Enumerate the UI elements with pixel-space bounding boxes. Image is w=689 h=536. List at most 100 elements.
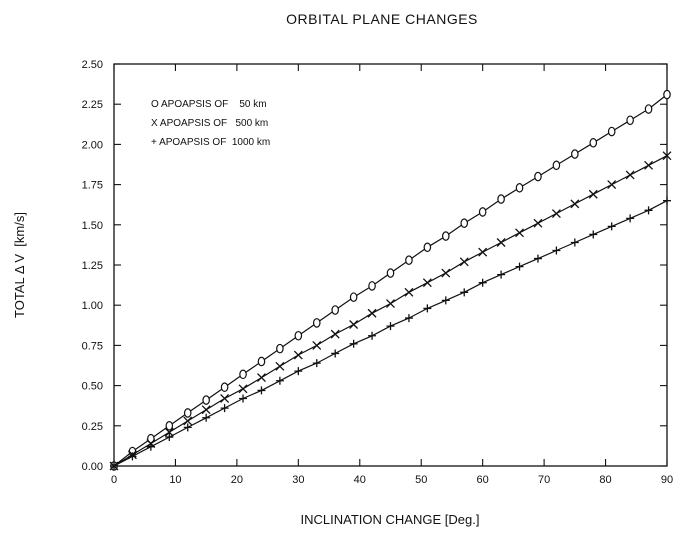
data-point xyxy=(146,442,155,451)
data-point xyxy=(257,373,266,383)
data-point xyxy=(460,288,469,297)
data-point xyxy=(423,242,432,253)
data-point xyxy=(533,218,543,228)
data-point xyxy=(312,318,321,328)
legend-entry-1: O APOAPSIS OF 50 km xyxy=(151,99,267,110)
data-point xyxy=(349,292,358,302)
chart-title: ORBITAL PLANE CHANGES xyxy=(286,11,478,27)
data-point xyxy=(275,376,284,385)
data-point xyxy=(644,104,653,114)
data-point xyxy=(294,330,303,341)
y-tick-label: 2.00 xyxy=(82,139,103,151)
y-tick-label: 1.25 xyxy=(82,260,103,272)
data-point xyxy=(552,246,561,255)
data-point xyxy=(571,149,579,159)
data-point xyxy=(386,268,395,278)
data-point xyxy=(220,394,230,403)
y-tick-label: 0.00 xyxy=(82,461,103,473)
axis-ticks: 0 10 20 30 40 50 60 70 80 90 0.00 0.25 0.50 0.75 1.00 1… xyxy=(82,59,674,486)
data-point xyxy=(386,322,395,331)
data-point xyxy=(220,382,229,393)
data-point xyxy=(570,238,579,247)
data-point xyxy=(552,160,561,171)
y-tick-label: 1.75 xyxy=(82,180,103,192)
data-point xyxy=(497,270,506,279)
data-point xyxy=(312,340,322,350)
data-point xyxy=(294,367,303,376)
data-point xyxy=(551,209,561,219)
legend-entry-2: X APOAPSIS OF 500 km xyxy=(151,118,268,129)
series-3 xyxy=(110,196,671,470)
data-point xyxy=(405,255,413,265)
data-point xyxy=(515,262,524,271)
data-point xyxy=(515,228,524,238)
data-point xyxy=(515,183,524,193)
y-tick-label: 0.25 xyxy=(82,421,103,433)
series-line-3 xyxy=(113,200,668,467)
data-point xyxy=(496,238,506,247)
x-tick-label: 80 xyxy=(599,474,611,486)
x-tick-label: 40 xyxy=(354,474,366,486)
data-point xyxy=(165,420,174,431)
data-point xyxy=(202,413,211,422)
data-point xyxy=(330,329,340,339)
data-point xyxy=(588,189,598,199)
data-point xyxy=(239,394,248,403)
data-point xyxy=(276,343,284,354)
data-point xyxy=(478,207,487,217)
data-point xyxy=(422,278,432,288)
data-point xyxy=(663,89,671,100)
data-point xyxy=(644,206,653,215)
data-point xyxy=(128,452,137,461)
data-point xyxy=(441,296,450,305)
legend: O APOAPSIS OF 50 km X APOAPSIS OF 500 km… xyxy=(151,99,270,148)
data-point xyxy=(644,160,654,170)
data-point xyxy=(607,222,616,231)
y-tick-label: 2.25 xyxy=(82,99,103,111)
x-tick-label: 30 xyxy=(292,474,304,486)
data-point xyxy=(460,218,469,228)
x-tick-label: 50 xyxy=(415,474,427,486)
data-point xyxy=(441,231,450,241)
data-point xyxy=(331,349,340,358)
x-tick-label: 20 xyxy=(231,474,243,486)
data-point xyxy=(257,386,266,395)
y-tick-label: 1.50 xyxy=(82,220,103,232)
x-tick-label: 90 xyxy=(661,474,673,486)
data-point xyxy=(220,404,229,413)
x-tick-label: 0 xyxy=(111,474,117,486)
data-point xyxy=(626,115,634,126)
x-tick-label: 70 xyxy=(538,474,550,486)
data-point xyxy=(663,196,671,205)
data-point xyxy=(331,305,340,315)
series-layer xyxy=(109,89,672,471)
data-point xyxy=(478,278,487,287)
x-axis-label: INCLINATION CHANGE [Deg.] xyxy=(301,512,480,527)
x-tick-label: 10 xyxy=(169,474,181,486)
data-point xyxy=(589,137,598,148)
data-point xyxy=(110,462,118,470)
y-tick-label: 2.50 xyxy=(82,59,103,71)
data-point xyxy=(293,350,303,360)
data-point xyxy=(533,254,542,263)
data-point xyxy=(478,247,488,257)
data-point xyxy=(202,395,210,405)
data-point xyxy=(239,369,247,380)
data-point xyxy=(183,423,192,432)
data-point xyxy=(349,339,358,348)
data-point xyxy=(423,304,432,313)
data-point xyxy=(368,281,376,291)
series-line-2 xyxy=(113,155,668,467)
data-point xyxy=(201,405,211,415)
data-point xyxy=(275,361,285,371)
y-axis-label: TOTAL Δ V [km/s] xyxy=(12,212,27,318)
data-point xyxy=(459,257,469,267)
y-tick-label: 0.50 xyxy=(82,381,103,393)
data-point xyxy=(312,359,321,368)
data-point xyxy=(404,314,413,323)
series-line-1 xyxy=(113,94,668,467)
series-2 xyxy=(109,151,672,471)
data-point xyxy=(625,170,635,180)
data-point xyxy=(238,384,248,394)
